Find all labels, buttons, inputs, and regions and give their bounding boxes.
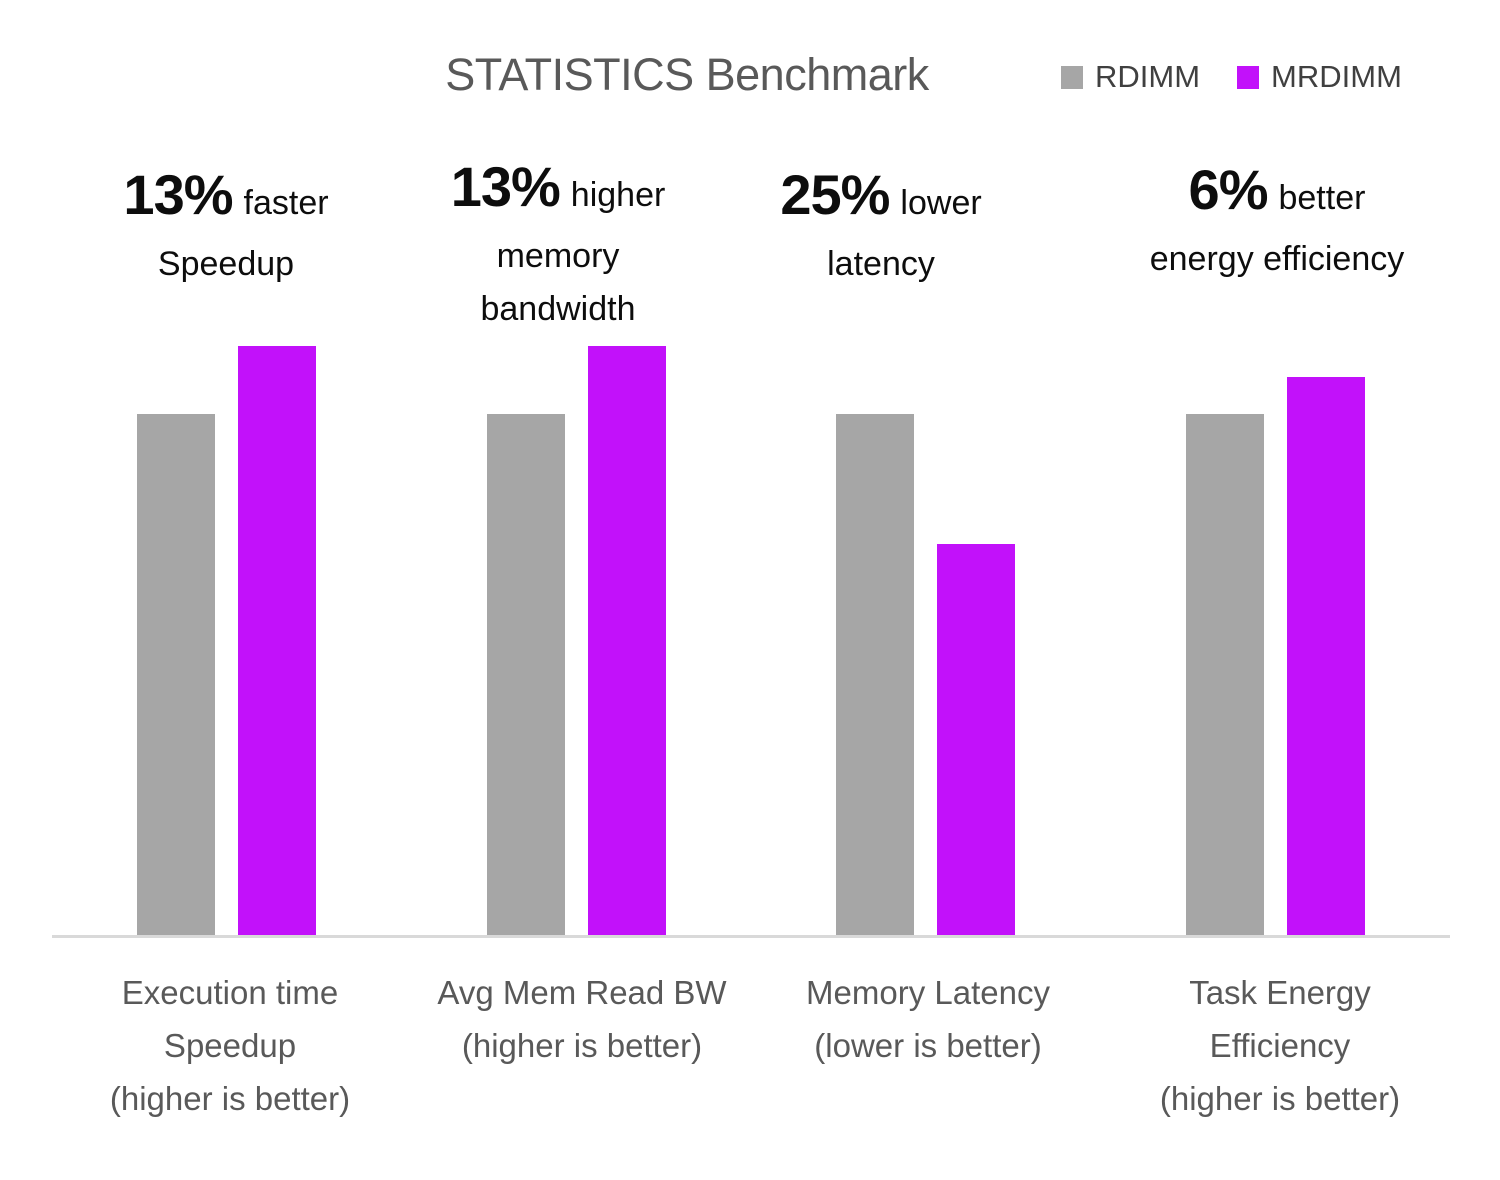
annotation-percent: 13%	[450, 155, 561, 218]
chart-title: STATISTICS Benchmark	[445, 49, 929, 100]
category-label-memory-latency: Memory Latency (lower is better)	[806, 966, 1050, 1072]
annotation-speedup: 13% faster Speedup	[123, 160, 328, 291]
annotation-metric: latency	[827, 245, 935, 283]
mrdimm-swatch-icon	[1237, 65, 1260, 89]
category-line: Execution time	[121, 974, 339, 1011]
category-line: (lower is better)	[814, 1027, 1042, 1064]
annotation-bandwidth: 13% higher memory bandwidth	[451, 152, 666, 336]
annotation-qualifier: higher	[570, 176, 666, 214]
legend-item-mrdimm: MRDIMM	[1237, 59, 1402, 95]
bar-group-execution-speedup	[137, 346, 316, 936]
bar-group-memory-latency	[836, 414, 1015, 936]
category-line: (higher is better)	[109, 1080, 351, 1117]
bar-group-energy-efficiency	[1186, 377, 1365, 936]
annotation-percent: 13%	[123, 163, 233, 226]
annotation-metric: energy efficiency	[1149, 240, 1405, 278]
annotation-percent: 6%	[1188, 158, 1269, 221]
annotation-value-line: 25% lower	[780, 160, 981, 238]
mrdimm-bar	[588, 346, 666, 936]
annotation-energy: 6% better energy efficiency	[1150, 155, 1405, 286]
annotation-qualifier: faster	[243, 184, 329, 222]
legend-item-rdimm: RDIMM	[1061, 59, 1200, 95]
rdimm-swatch-icon	[1061, 65, 1083, 89]
legend-label-rdimm: RDIMM	[1095, 59, 1201, 94]
category-line: (higher is better)	[461, 1027, 703, 1064]
rdimm-bar	[137, 414, 215, 936]
rdimm-bar	[836, 414, 914, 936]
annotation-metric: Speedup	[157, 245, 295, 283]
category-label-mem-read-bw: Avg Mem Read BW (higher is better)	[437, 966, 726, 1072]
category-label-energy-efficiency: Task Energy Efficiency (higher is better…	[1160, 966, 1400, 1125]
rdimm-bar	[487, 414, 565, 936]
annotation-value-line: 6% better	[1150, 155, 1405, 233]
category-line: Speedup	[163, 1027, 297, 1064]
category-line: Efficiency	[1209, 1027, 1351, 1064]
mrdimm-bar	[238, 346, 316, 936]
rdimm-bar	[1186, 414, 1264, 936]
annotation-value-line: 13% higher	[451, 152, 666, 230]
mrdimm-bar	[1287, 377, 1365, 936]
x-axis-line	[52, 935, 1450, 938]
legend-label-mrdimm: MRDIMM	[1271, 59, 1402, 94]
legend: RDIMM MRDIMM	[1061, 59, 1402, 95]
annotation-metric: bandwidth	[480, 290, 636, 328]
annotation-metric: memory	[496, 237, 620, 275]
annotation-percent: 25%	[780, 163, 890, 226]
annotation-latency: 25% lower latency	[780, 160, 981, 291]
annotation-qualifier: lower	[900, 184, 982, 222]
annotation-qualifier: better	[1278, 179, 1366, 217]
category-line: Memory Latency	[806, 974, 1050, 1011]
annotation-value-line: 13% faster	[123, 160, 328, 238]
mrdimm-bar	[937, 544, 1015, 936]
category-line: Avg Mem Read BW	[437, 974, 727, 1011]
category-line: Task Energy	[1189, 974, 1371, 1011]
category-label-execution-speedup: Execution time Speedup (higher is better…	[110, 966, 350, 1125]
category-line: (higher is better)	[1159, 1080, 1401, 1117]
bar-group-mem-read-bw	[487, 346, 666, 936]
